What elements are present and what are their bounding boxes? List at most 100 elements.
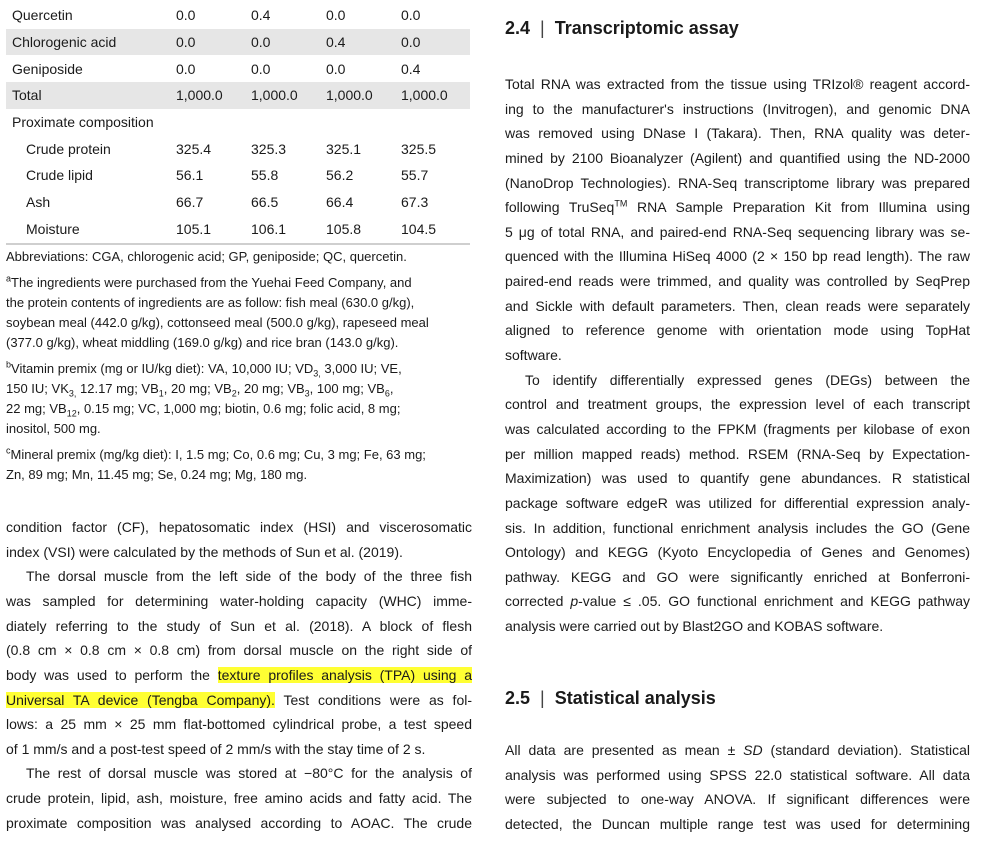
text-run: To identify differentially expressed gen… — [525, 372, 970, 388]
text-run: (NanoDrop Technologies). RNA-Seq transcr… — [505, 175, 970, 191]
cell-value: 106.1 — [251, 221, 286, 237]
text-run: Test conditions were as fol- — [275, 692, 472, 708]
text-run: was calculated according to the FPKM (fr… — [505, 421, 970, 437]
table-footnotes: Abbreviations: CGA, chlorogenic acid; GP… — [6, 247, 476, 485]
cell-value: 0.0 — [176, 7, 195, 23]
section-title: Statistical analysis — [555, 688, 716, 708]
footnote: cMineral premix (mg/kg diet): I, 1.5 mg;… — [6, 445, 476, 485]
italic-text: SD — [743, 742, 762, 758]
footnote-line: (377.0 g/kg), wheat middling (169.0 g/kg… — [6, 333, 476, 353]
text-run: pathway. KEGG and GO were significantly … — [505, 569, 970, 585]
text-run: condition factor (CF), hepatosomatic ind… — [6, 519, 472, 535]
text-run: (377.0 g/kg), wheat middling (169.0 g/kg… — [6, 335, 398, 350]
text-run: software. — [505, 347, 562, 363]
row-label: Total — [12, 87, 42, 103]
text-line: software. — [505, 343, 970, 368]
text-run: 22 mg; VB — [6, 401, 67, 416]
cell-value: 0.4 — [251, 7, 270, 23]
text-run: corrected — [505, 593, 570, 609]
text-run: The dorsal muscle from the left side of … — [26, 568, 472, 584]
text-run: were subjected to one-way ANOVA. If sign… — [505, 791, 970, 807]
text-run: 150 IU; VK — [6, 381, 69, 396]
text-line: analysis was performed using SPSS 22.0 s… — [505, 763, 970, 788]
table-row: Geniposide0.00.00.00.4 — [6, 55, 470, 82]
text-run: diately referring to the study of Sun et… — [6, 618, 472, 634]
text-line: following TruSeqTM RNA Sample Preparatio… — [505, 195, 970, 220]
table-row: Total1,000.01,000.01,000.01,000.0 — [6, 82, 470, 109]
text-run: 3,000 IU; VE, — [321, 361, 402, 376]
text-line: crude protein, lipid, ash, moisture, fre… — [6, 786, 472, 811]
cell-value: 325.1 — [326, 141, 361, 157]
text-run: following TruSeq — [505, 199, 614, 215]
text-line: control and treatment groups, the expres… — [505, 392, 970, 417]
text-run: control and treatment groups, the expres… — [505, 396, 970, 412]
cell-value: 325.5 — [401, 141, 436, 157]
text-run: -value ≤ .05. GO functional enrichment a… — [578, 593, 970, 609]
highlighted-text: texture profiles analysis (TPA) using a — [218, 667, 472, 683]
text-line: Total RNA was extracted from the tissue … — [505, 72, 970, 97]
subscript: 12 — [67, 409, 77, 419]
text-run: Ontology) and KEGG (Kyoto Encyclopedia o… — [505, 544, 970, 560]
text-run: quenced with the Illumina HiSeq 4000 (2 … — [505, 248, 970, 264]
table-row: Crude lipid56.155.856.255.7 — [6, 162, 470, 189]
text-line: detected, the Duncan multiple range test… — [505, 812, 970, 837]
cell-value: 0.0 — [176, 34, 195, 50]
cell-value: 67.3 — [401, 194, 428, 210]
section-heading-2-5: 2.5|Statistical analysis — [505, 688, 716, 709]
cell-value: 56.2 — [326, 167, 353, 183]
text-line: condition factor (CF), hepatosomatic ind… — [6, 515, 472, 540]
footnote-line: Zn, 89 mg; Mn, 11.45 mg; Se, 0.24 mg; Mg… — [6, 465, 476, 485]
table-row: Crude protein325.4325.3325.1325.5 — [6, 135, 470, 162]
cell-value: 55.7 — [401, 167, 428, 183]
cell-value: 1,000.0 — [401, 87, 448, 103]
text-run: aligned to reference genome with orienta… — [505, 322, 970, 338]
cell-value: 0.4 — [326, 34, 345, 50]
cell-value: 325.3 — [251, 141, 286, 157]
text-run: proximate composition was analysed accor… — [6, 815, 472, 831]
text-run: RNA Sample Preparation Kit from Illumina… — [627, 199, 970, 215]
text-line: sis. In addition, functional enrichment … — [505, 516, 970, 541]
cell-value: 105.1 — [176, 221, 211, 237]
text-line: mined by 2100 Bioanalyzer (Agilent) and … — [505, 146, 970, 171]
row-label: Crude lipid — [26, 167, 93, 183]
text-run: ing to the manufacturer's instructions (… — [505, 101, 970, 117]
text-line: pathway. KEGG and GO were significantly … — [505, 565, 970, 590]
section-number: 2.4 — [505, 18, 530, 38]
cell-value: 1,000.0 — [251, 87, 298, 103]
text-run: Abbreviations: CGA, chlorogenic acid; GP… — [6, 249, 407, 264]
footnote-line: aThe ingredients were purchased from the… — [6, 273, 476, 293]
cell-value: 66.7 — [176, 194, 203, 210]
cell-value: 0.0 — [401, 34, 420, 50]
footnote-line: 150 IU; VK3, 12.17 mg; VB1, 20 mg; VB2, … — [6, 379, 476, 399]
text-run: per million mapped reads) method. RSEM (… — [505, 446, 970, 462]
text-run: was sampled for determining water-holdin… — [6, 593, 472, 609]
table-row: Quercetin0.00.40.00.0 — [6, 2, 470, 29]
footnote: aThe ingredients were purchased from the… — [6, 273, 476, 353]
text-line: (0.8 cm × 0.8 cm × 0.8 cm) from dorsal m… — [6, 638, 472, 663]
footnote: bVitamin premix (mg or IU/kg diet): VA, … — [6, 359, 476, 439]
text-line: proximate composition was analysed accor… — [6, 811, 472, 836]
footnote-line: 22 mg; VB12, 0.15 mg; VC, 1,000 mg; biot… — [6, 399, 476, 419]
text-run: and Sickle with default parameters. Then… — [505, 298, 970, 314]
text-line: index (VSI) were calculated by the metho… — [6, 540, 472, 565]
cell-value: 105.8 — [326, 221, 361, 237]
diet-composition-table: Quercetin0.00.40.00.0Chlorogenic acid0.0… — [6, 2, 470, 242]
row-label: Proximate composition — [12, 114, 154, 130]
text-line: The rest of dorsal muscle was stored at … — [6, 761, 472, 786]
table-row: Ash66.766.566.467.3 — [6, 189, 470, 216]
section-number: 2.5 — [505, 688, 530, 708]
text-line: corrected p-value ≤ .05. GO functional e… — [505, 589, 970, 614]
cell-value: 325.4 — [176, 141, 211, 157]
text-line: diately referring to the study of Sun et… — [6, 614, 472, 639]
text-line: quenced with the Illumina HiSeq 4000 (2 … — [505, 244, 970, 269]
text-run: Total RNA was extracted from the tissue … — [505, 76, 970, 92]
text-run: inositol, 500 mg. — [6, 421, 101, 436]
section-2-5-body: All data are presented as mean ± SD (sta… — [505, 738, 970, 837]
footnote-line: Abbreviations: CGA, chlorogenic acid; GP… — [6, 247, 476, 267]
left-column-body: condition factor (CF), hepatosomatic ind… — [6, 515, 472, 835]
text-run: detected, the Duncan multiple range test… — [505, 816, 970, 832]
footnote-line: soybean meal (442.0 g/kg), cottonseed me… — [6, 313, 476, 333]
row-label: Chlorogenic acid — [12, 34, 116, 50]
text-run: All data are presented as mean ± — [505, 742, 743, 758]
row-label: Moisture — [26, 221, 80, 237]
